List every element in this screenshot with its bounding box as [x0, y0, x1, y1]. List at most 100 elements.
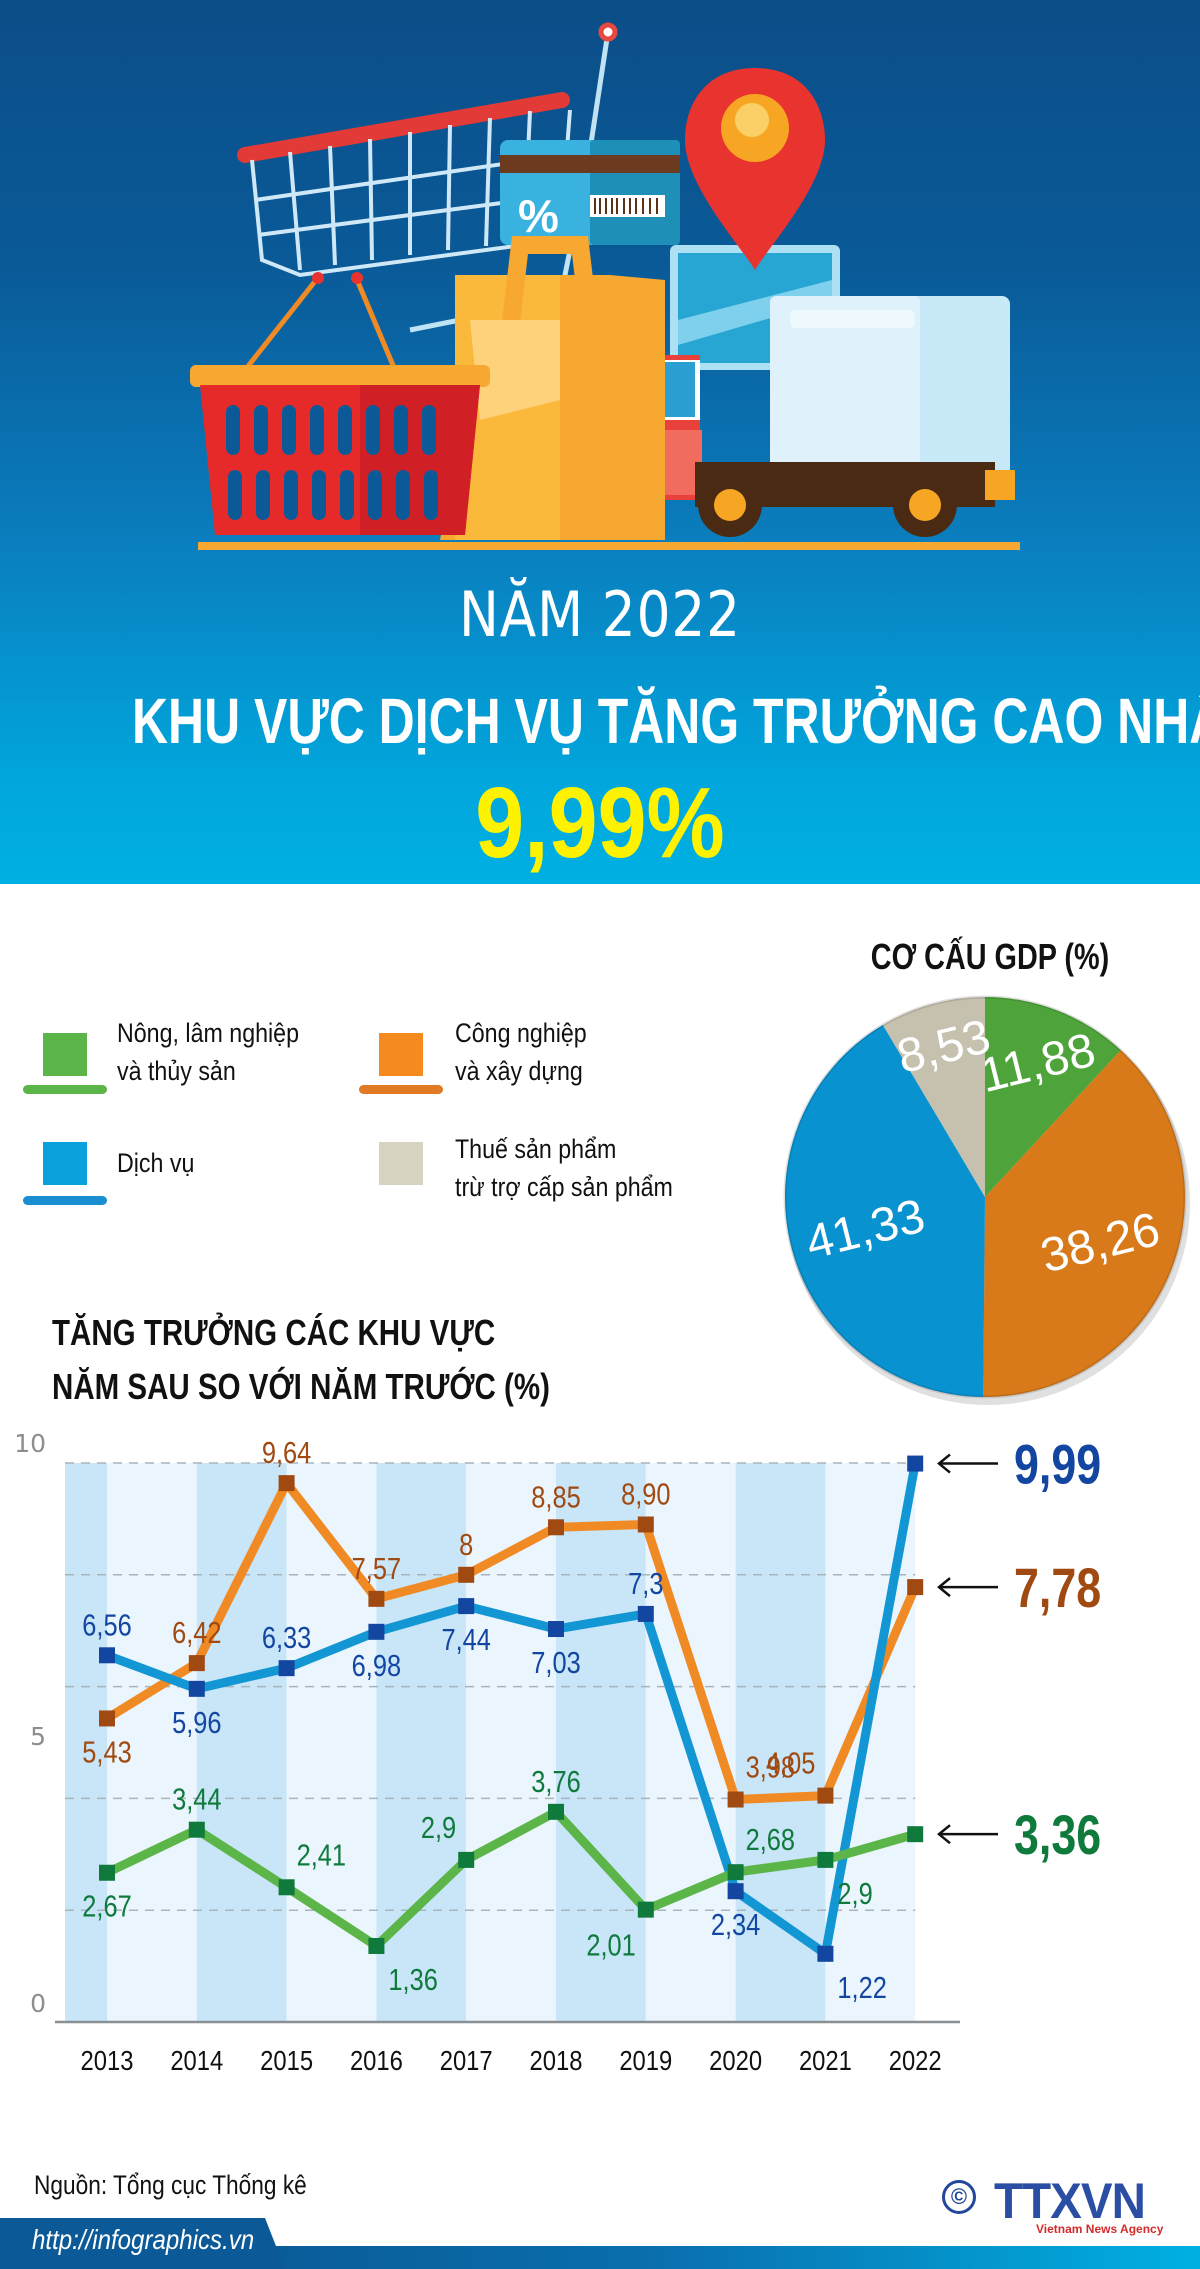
shelf-line — [198, 542, 1020, 550]
x-axis-tick: 2014 — [170, 2044, 223, 2076]
shopping-basket-icon — [190, 272, 490, 535]
data-point-marker — [458, 1598, 475, 1615]
pie-slice — [882, 997, 985, 1197]
data-label: 7,3 — [628, 1567, 663, 1602]
legend-label-services: Dịch vụ — [117, 1148, 195, 1178]
pie-slice — [784, 1025, 985, 1397]
location-pin-icon — [685, 68, 825, 270]
legend-swatch-services — [43, 1142, 87, 1185]
x-axis-tick: 2013 — [81, 2044, 134, 2076]
x-axis-tick: 2022 — [889, 2044, 942, 2076]
footer-url-link[interactable]: http://infographics.vn — [32, 2224, 255, 2255]
pie-slice — [983, 1050, 1186, 1397]
logo-wordmark: TTXVN — [994, 2173, 1146, 2229]
chart-band — [466, 1463, 556, 2022]
data-point-marker — [368, 1590, 385, 1607]
chart-band — [286, 1463, 377, 2022]
y-axis-tick: 5 — [30, 1722, 46, 1751]
data-label: 8,90 — [621, 1477, 670, 1512]
data-point-marker — [188, 1655, 205, 1672]
footer-band — [0, 2246, 1200, 2269]
x-axis-tick: 2019 — [619, 2044, 672, 2076]
series-line — [104, 1474, 920, 1805]
data-point-marker — [817, 1945, 834, 1962]
x-axis-tick: 2020 — [709, 2044, 762, 2076]
data-label: 5,96 — [172, 1705, 221, 1740]
legend-swatch-industry — [379, 1033, 423, 1076]
data-point-marker — [727, 1883, 744, 1900]
callout-value: 7,78 — [1014, 1556, 1101, 1619]
chart-band — [645, 1463, 736, 2022]
data-label: 2,9 — [421, 1811, 456, 1846]
series-line — [105, 1462, 920, 1962]
y-axis-tick: 10 — [14, 1429, 46, 1458]
source-note: Nguồn: Tổng cục Thống kê — [34, 2170, 307, 2200]
data-point-marker — [907, 1826, 924, 1843]
data-label: 7,57 — [352, 1551, 401, 1586]
data-point-marker — [637, 1901, 654, 1918]
legend-label-agriculture: Nông, lâm nghiệp và thủy sản — [117, 1018, 300, 1086]
series-line — [105, 1806, 917, 1952]
data-label: 6,33 — [262, 1621, 311, 1656]
data-point-marker — [188, 1821, 205, 1838]
legend-line-industry — [359, 1085, 443, 1094]
shopping-illustration: % — [190, 22, 1020, 550]
data-label: 2,41 — [297, 1838, 346, 1873]
data-label: 2,67 — [82, 1889, 131, 1924]
shopping-bag-icon — [440, 236, 665, 540]
data-label: 2,68 — [746, 1823, 795, 1858]
year-title: NĂM 2022 — [459, 578, 741, 651]
data-point-marker — [99, 1647, 115, 1664]
data-point-marker — [727, 1791, 744, 1808]
x-axis-tick: 2015 — [260, 2044, 313, 2076]
legend-label-industry: Công nghiệp và xây dựng — [455, 1018, 587, 1086]
pie-chart-title: CƠ CẤU GDP (%) — [870, 936, 1110, 977]
x-axis-tick: 2017 — [440, 2044, 493, 2076]
data-point-marker — [907, 1455, 924, 1472]
data-label: 2,34 — [711, 1908, 760, 1943]
headline-growth-value: 9,99% — [475, 767, 725, 879]
data-point-marker — [637, 1605, 654, 1622]
chart-band — [196, 1463, 287, 2022]
main-title: KHU VỰC DỊCH VỤ TĂNG TRƯỞNG CAO NHẤT — [132, 685, 1200, 757]
legend-swatch-tax — [379, 1142, 423, 1185]
x-axis-tick: 2016 — [350, 2044, 403, 2076]
chart-band — [825, 1463, 916, 2022]
logo-subtitle: Vietnam News Agency — [1036, 2222, 1164, 2236]
data-point-marker — [548, 1803, 564, 1820]
y-axis-tick: 0 — [30, 1989, 46, 2018]
data-point-marker — [817, 1851, 834, 1868]
data-point-marker — [368, 1937, 385, 1954]
data-label: 5,43 — [82, 1735, 131, 1770]
delivery-truck-icon — [610, 296, 1015, 537]
callout-value: 3,36 — [1014, 1803, 1101, 1866]
x-axis-tick: 2018 — [530, 2044, 583, 2076]
data-label: 3,76 — [531, 1764, 580, 1799]
data-label: 2,01 — [586, 1928, 635, 1963]
data-label: 4,05 — [766, 1746, 815, 1781]
data-point-marker — [458, 1851, 475, 1868]
data-label: 2,9 — [837, 1877, 872, 1912]
data-point-marker — [727, 1864, 744, 1881]
data-point-marker — [368, 1623, 385, 1640]
data-label: 8,85 — [531, 1480, 580, 1515]
data-label: 6,98 — [352, 1648, 401, 1683]
data-label: 6,42 — [172, 1616, 221, 1651]
data-label: 7,44 — [441, 1623, 490, 1658]
data-label: 8 — [459, 1527, 473, 1562]
chart-band — [65, 1463, 107, 2022]
svg-text:%: % — [518, 190, 559, 242]
header-banner: % — [0, 0, 1200, 884]
shopping-cart-icon — [237, 22, 618, 333]
x-axis-tick: 2021 — [799, 2044, 852, 2076]
data-point-marker — [548, 1621, 564, 1638]
data-point-marker — [637, 1516, 654, 1533]
data-label: 9,64 — [262, 1436, 311, 1471]
data-point-marker — [907, 1579, 924, 1596]
footer-url-tab — [0, 2218, 285, 2269]
data-point-marker — [458, 1566, 475, 1583]
data-label: 7,03 — [531, 1646, 580, 1681]
data-label: 1,36 — [388, 1963, 437, 1998]
data-label: 1,22 — [837, 1970, 886, 2005]
